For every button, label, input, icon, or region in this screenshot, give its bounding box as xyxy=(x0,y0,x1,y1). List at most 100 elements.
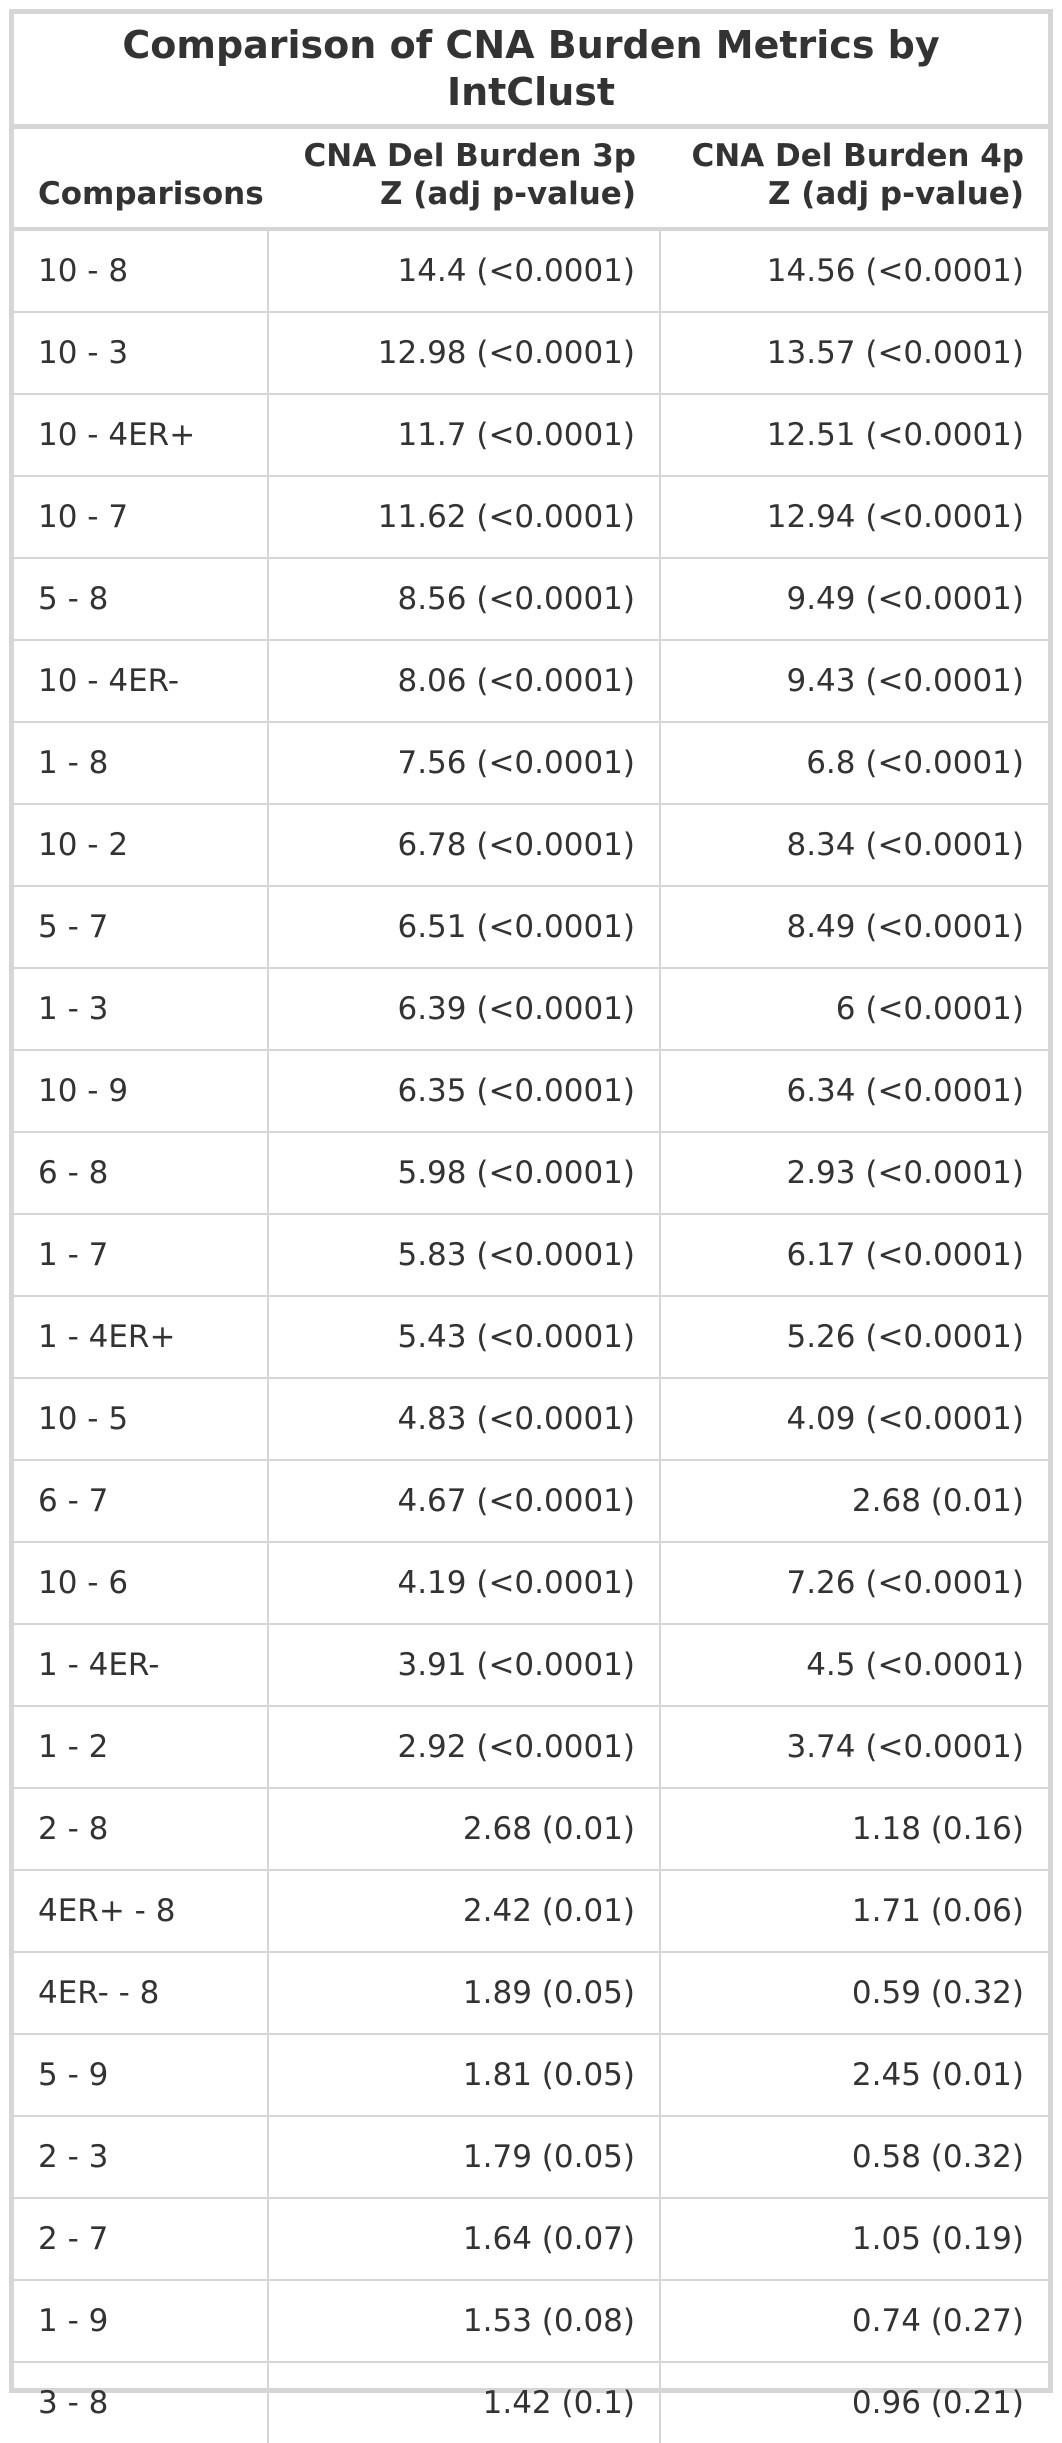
del-burden-3p-cell: 1.42 (0.1) xyxy=(267,2362,660,2443)
table-row: 10 - 7 11.62 (<0.0001) 12.94 (<0.0001) xyxy=(14,476,1048,559)
comparison-cell: 10 - 2 xyxy=(14,804,268,887)
del-burden-4p-cell: 2.45 (0.01) xyxy=(659,2034,1048,2117)
comparison-cell: 5 - 9 xyxy=(14,2034,268,2117)
table-title: Comparison of CNA Burden Metrics by IntC… xyxy=(14,14,1048,129)
table-row: 5 - 9 1.81 (0.05) 2.45 (0.01) xyxy=(14,2034,1048,2117)
del-burden-3p-cell: 5.98 (<0.0001) xyxy=(267,1132,660,1215)
del-burden-3p-cell: 11.7 (<0.0001) xyxy=(267,394,660,477)
del-burden-4p-cell: 9.43 (<0.0001) xyxy=(659,640,1048,723)
table-row: 1 - 4ER+ 5.43 (<0.0001) 5.26 (<0.0001) xyxy=(14,1296,1048,1379)
del-burden-3p-cell: 2.68 (0.01) xyxy=(267,1788,660,1871)
table-row: 10 - 3 12.98 (<0.0001) 13.57 (<0.0001) xyxy=(14,312,1048,395)
del-burden-4p-cell: 13.57 (<0.0001) xyxy=(659,312,1048,395)
table-row: 3 - 8 1.42 (0.1) 0.96 (0.21) xyxy=(14,2362,1048,2443)
header-row: Comparisons CNA Del Burden 3p Z (adj p-v… xyxy=(14,129,1048,231)
del-burden-4p-cell: 1.05 (0.19) xyxy=(659,2198,1048,2281)
table-row: 4ER+ - 8 2.42 (0.01) 1.71 (0.06) xyxy=(14,1870,1048,1953)
del-burden-4p-cell: 0.59 (0.32) xyxy=(659,1952,1048,2035)
table-row: 1 - 4ER- 3.91 (<0.0001) 4.5 (<0.0001) xyxy=(14,1624,1048,1707)
del-burden-3p-cell: 12.98 (<0.0001) xyxy=(267,312,660,395)
comparison-table: Comparisons CNA Del Burden 3p Z (adj p-v… xyxy=(14,129,1048,2443)
comparison-cell: 10 - 3 xyxy=(14,312,268,395)
table-row: 4ER- - 8 1.89 (0.05) 0.59 (0.32) xyxy=(14,1952,1048,2035)
table-row: 10 - 6 4.19 (<0.0001) 7.26 (<0.0001) xyxy=(14,1542,1048,1625)
del-burden-4p-cell: 1.71 (0.06) xyxy=(659,1870,1048,1953)
del-burden-4p-cell: 12.51 (<0.0001) xyxy=(659,394,1048,477)
del-burden-3p-cell: 1.53 (0.08) xyxy=(267,2280,660,2363)
del-burden-3p-cell: 11.62 (<0.0001) xyxy=(267,476,660,559)
del-burden-3p-cell: 6.78 (<0.0001) xyxy=(267,804,660,887)
del-burden-3p-cell: 5.83 (<0.0001) xyxy=(267,1214,660,1297)
del-burden-3p-cell: 4.83 (<0.0001) xyxy=(267,1378,660,1461)
table-row: 10 - 4ER- 8.06 (<0.0001) 9.43 (<0.0001) xyxy=(14,640,1048,723)
table-row: 2 - 7 1.64 (0.07) 1.05 (0.19) xyxy=(14,2198,1048,2281)
del-burden-4p-cell: 4.09 (<0.0001) xyxy=(659,1378,1048,1461)
del-burden-4p-cell: 2.68 (0.01) xyxy=(659,1460,1048,1543)
column-header-4p: CNA Del Burden 4p Z (adj p-value) xyxy=(660,129,1048,231)
del-burden-3p-cell: 3.91 (<0.0001) xyxy=(267,1624,660,1707)
del-burden-4p-cell: 1.18 (0.16) xyxy=(659,1788,1048,1871)
comparison-cell: 10 - 8 xyxy=(14,229,268,313)
table-body: 10 - 8 14.4 (<0.0001) 14.56 (<0.0001) 10 - … xyxy=(14,229,1048,2443)
table-row: 1 - 2 2.92 (<0.0001) 3.74 (<0.0001) xyxy=(14,1706,1048,1789)
del-burden-4p-cell: 6 (<0.0001) xyxy=(659,968,1048,1051)
del-burden-3p-cell: 4.19 (<0.0001) xyxy=(267,1542,660,1625)
table-row: 10 - 9 6.35 (<0.0001) 6.34 (<0.0001) xyxy=(14,1050,1048,1133)
table-row: 2 - 8 2.68 (0.01) 1.18 (0.16) xyxy=(14,1788,1048,1871)
del-burden-3p-cell: 5.43 (<0.0001) xyxy=(267,1296,660,1379)
del-burden-3p-cell: 14.4 (<0.0001) xyxy=(267,229,660,313)
del-burden-3p-cell: 2.92 (<0.0001) xyxy=(267,1706,660,1789)
comparison-cell: 4ER- - 8 xyxy=(14,1952,268,2035)
comparison-cell: 10 - 4ER- xyxy=(14,640,268,723)
comparison-cell: 10 - 4ER+ xyxy=(14,394,268,477)
column-header-3p: CNA Del Burden 3p Z (adj p-value) xyxy=(268,129,660,231)
del-burden-4p-cell: 6.34 (<0.0001) xyxy=(659,1050,1048,1133)
comparison-cell: 6 - 7 xyxy=(14,1460,268,1543)
comparison-cell: 1 - 3 xyxy=(14,968,268,1051)
comparison-cell: 10 - 9 xyxy=(14,1050,268,1133)
del-burden-3p-cell: 1.79 (0.05) xyxy=(267,2116,660,2199)
del-burden-3p-cell: 1.89 (0.05) xyxy=(267,1952,660,2035)
del-burden-4p-cell: 2.93 (<0.0001) xyxy=(659,1132,1048,1215)
table-row: 6 - 8 5.98 (<0.0001) 2.93 (<0.0001) xyxy=(14,1132,1048,1215)
del-burden-3p-cell: 7.56 (<0.0001) xyxy=(267,722,660,805)
table-row: 5 - 7 6.51 (<0.0001) 8.49 (<0.0001) xyxy=(14,886,1048,969)
table-row: 10 - 8 14.4 (<0.0001) 14.56 (<0.0001) xyxy=(14,229,1048,313)
del-burden-4p-cell: 14.56 (<0.0001) xyxy=(659,229,1048,313)
comparison-cell: 4ER+ - 8 xyxy=(14,1870,268,1953)
del-burden-3p-cell: 8.56 (<0.0001) xyxy=(267,558,660,641)
comparison-cell: 2 - 8 xyxy=(14,1788,268,1871)
del-burden-4p-cell: 6.8 (<0.0001) xyxy=(659,722,1048,805)
del-burden-3p-cell: 2.42 (0.01) xyxy=(267,1870,660,1953)
del-burden-3p-cell: 1.81 (0.05) xyxy=(267,2034,660,2117)
comparison-cell: 2 - 7 xyxy=(14,2198,268,2281)
del-burden-4p-cell: 0.58 (0.32) xyxy=(659,2116,1048,2199)
comparison-cell: 1 - 4ER- xyxy=(14,1624,268,1707)
table-row: 10 - 4ER+ 11.7 (<0.0001) 12.51 (<0.0001) xyxy=(14,394,1048,477)
table-row: 1 - 8 7.56 (<0.0001) 6.8 (<0.0001) xyxy=(14,722,1048,805)
table-row: 5 - 8 8.56 (<0.0001) 9.49 (<0.0001) xyxy=(14,558,1048,641)
comparison-cell: 1 - 4ER+ xyxy=(14,1296,268,1379)
table-row: 10 - 2 6.78 (<0.0001) 8.34 (<0.0001) xyxy=(14,804,1048,887)
table-row: 1 - 7 5.83 (<0.0001) 6.17 (<0.0001) xyxy=(14,1214,1048,1297)
table-card: Comparison of CNA Burden Metrics by IntC… xyxy=(9,9,1053,2443)
comparison-cell: 10 - 7 xyxy=(14,476,268,559)
del-burden-4p-cell: 3.74 (<0.0001) xyxy=(659,1706,1048,1789)
comparison-cell: 10 - 5 xyxy=(14,1378,268,1461)
table-row: 6 - 7 4.67 (<0.0001) 2.68 (0.01) xyxy=(14,1460,1048,1543)
del-burden-4p-cell: 8.49 (<0.0001) xyxy=(659,886,1048,969)
column-header-comparisons: Comparisons xyxy=(14,129,268,231)
del-burden-4p-cell: 7.26 (<0.0001) xyxy=(659,1542,1048,1625)
comparison-cell: 3 - 8 xyxy=(38,2385,109,2421)
comparison-cell: 1 - 8 xyxy=(14,722,268,805)
table-header: Comparisons CNA Del Burden 3p Z (adj p-v… xyxy=(14,129,1048,231)
comparison-cell: 1 - 7 xyxy=(14,1214,268,1297)
comparison-cell: 1 - 2 xyxy=(14,1706,268,1789)
comparison-cell: 1 - 9 xyxy=(14,2280,268,2363)
del-burden-3p-cell: 1.64 (0.07) xyxy=(267,2198,660,2281)
del-burden-4p-cell: 0.96 (0.21) xyxy=(659,2362,1048,2443)
del-burden-4p-cell: 12.94 (<0.0001) xyxy=(659,476,1048,559)
comparison-cell: 5 - 7 xyxy=(14,886,268,969)
table-row: 1 - 9 1.53 (0.08) 0.74 (0.27) xyxy=(14,2280,1048,2363)
del-burden-4p-cell: 0.74 (0.27) xyxy=(659,2280,1048,2363)
